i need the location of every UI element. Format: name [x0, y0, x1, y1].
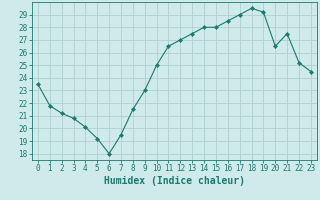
X-axis label: Humidex (Indice chaleur): Humidex (Indice chaleur) — [104, 176, 245, 186]
